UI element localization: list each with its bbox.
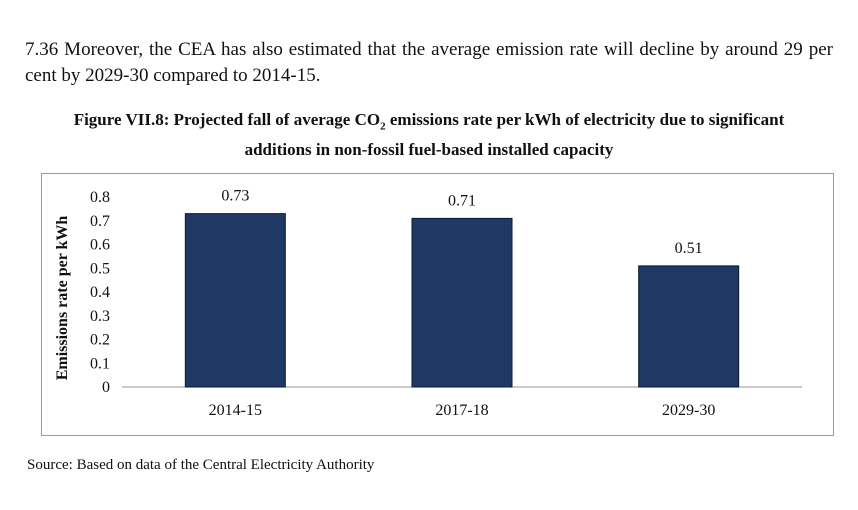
y-tick-label: 0.5 — [90, 260, 110, 277]
y-tick-label: 0.4 — [90, 284, 110, 301]
bar-2014-15 — [185, 214, 285, 387]
body-paragraph: 7.36 Moreover, the CEA has also estimate… — [25, 37, 833, 89]
y-tick-label: 0.2 — [90, 332, 110, 349]
x-tick-label: 2029-30 — [662, 402, 715, 419]
y-tick-label: 0.1 — [90, 355, 110, 372]
bar-2029-30 — [639, 266, 739, 387]
y-tick-label: 0.8 — [90, 189, 110, 206]
figure-title: Figure VII.8: Projected fall of average … — [40, 108, 818, 161]
y-tick-label: 0 — [102, 379, 110, 396]
data-label: 0.71 — [448, 192, 476, 209]
y-axis-title: Emissions rate per kWh — [54, 216, 71, 381]
source-note: Source: Based on data of the Central Ele… — [27, 457, 374, 474]
data-label: 0.51 — [675, 240, 703, 257]
y-tick-label: 0.6 — [90, 237, 110, 254]
bar-2017-18 — [412, 218, 512, 387]
x-axis-ticks: 2014-15 2017-18 2029-30 — [209, 402, 716, 419]
chart-frame: Emissions rate per kWh 0 0.1 0.2 0.3 0.4 0.5 0… — [41, 173, 834, 436]
y-axis-ticks: 0 0.1 0.2 0.3 0.4 0.5 0.6 0.7 0.8 — [90, 189, 110, 396]
x-tick-label: 2014-15 — [209, 402, 262, 419]
data-label: 0.73 — [221, 188, 249, 205]
x-tick-label: 2017-18 — [435, 402, 488, 419]
bar-chart: Emissions rate per kWh 00.10.20.30.40.50… — [42, 174, 833, 435]
y-tick-label: 0.7 — [90, 213, 110, 230]
figure-title-start: Figure VII.8: Projected fall of average … — [74, 110, 380, 129]
y-tick-label: 0.3 — [90, 308, 110, 325]
bars-group — [185, 214, 738, 387]
